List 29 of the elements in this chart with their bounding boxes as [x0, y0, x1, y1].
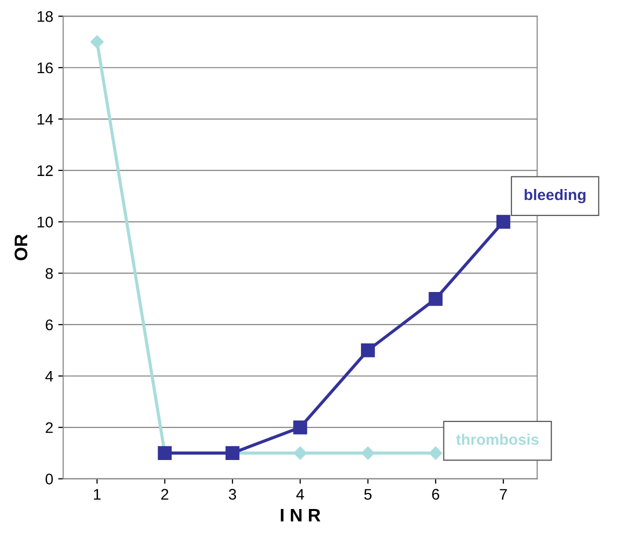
y-tick-label: 4	[45, 371, 54, 382]
point	[429, 446, 442, 460]
y-tick-label: 8	[46, 268, 53, 279]
x-tick-label: 2	[161, 488, 168, 500]
y-tick-label: 10	[38, 216, 53, 228]
y-tick-label: 18	[38, 11, 53, 22]
x-tick-label: 5	[364, 489, 372, 500]
x-tick-label: 6	[432, 488, 440, 500]
y-tick-label: 0	[46, 474, 53, 484]
y-tick-label: 12	[38, 165, 53, 176]
point	[361, 446, 374, 460]
series-label: thrombosis	[456, 434, 538, 445]
x-tick-label: 7	[500, 489, 507, 500]
y-tick-label: 6	[46, 319, 53, 330]
point	[294, 446, 307, 460]
y-tick-label: 16	[38, 62, 53, 74]
y-axis-title: OR	[14, 234, 28, 260]
point	[90, 35, 104, 49]
series-label: bleeding	[524, 188, 586, 204]
x-tick-label: 1	[94, 489, 101, 500]
x-tick-label: 3	[228, 488, 236, 500]
point	[496, 214, 510, 229]
point	[360, 343, 375, 358]
y-tick-label: 2	[46, 422, 53, 433]
x-axis-title: I N R	[280, 508, 320, 522]
point	[293, 420, 308, 434]
x-tick-label: 4	[296, 489, 304, 500]
point	[428, 292, 443, 306]
y-tick-label: 14	[38, 114, 54, 125]
